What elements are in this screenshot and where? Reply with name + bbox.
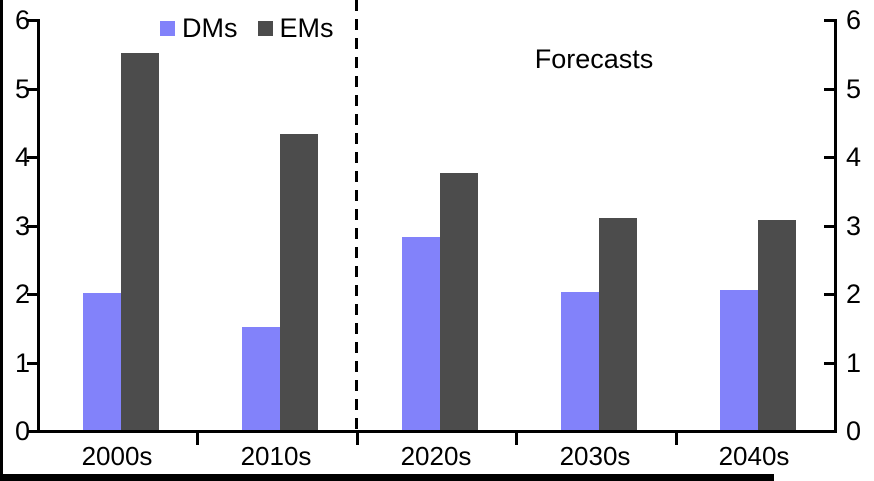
y-tick-label-left-0: 0 bbox=[14, 416, 30, 446]
y-tick-label-left-4: 4 bbox=[14, 142, 30, 172]
x-category-label-2000s: 2000s bbox=[81, 441, 153, 471]
y-tick-left-1 bbox=[27, 362, 37, 365]
frame-border-left bbox=[0, 0, 3, 481]
x-tick-4 bbox=[675, 430, 678, 445]
bar-ems-2000s bbox=[121, 53, 159, 430]
legend-item-ems: EMs bbox=[257, 13, 334, 44]
y-tick-label-right-4: 4 bbox=[846, 142, 862, 172]
y-tick-label-left-3: 3 bbox=[14, 211, 30, 241]
y-tick-right-2 bbox=[824, 293, 834, 296]
y-tick-right-6 bbox=[824, 19, 834, 22]
bar-ems-2030s bbox=[599, 218, 637, 430]
bar-ems-2040s bbox=[758, 220, 796, 430]
y-tick-left-6 bbox=[27, 19, 37, 22]
y-tick-left-5 bbox=[27, 88, 37, 91]
y-axis-left bbox=[37, 19, 40, 433]
y-tick-label-left-6: 6 bbox=[14, 5, 30, 35]
y-tick-right-1 bbox=[824, 362, 834, 365]
y-tick-label-right-2: 2 bbox=[846, 279, 862, 309]
x-axis bbox=[37, 430, 837, 433]
y-tick-label-right-5: 5 bbox=[846, 74, 862, 104]
y-tick-label-right-3: 3 bbox=[846, 211, 862, 241]
bar-dms-2000s bbox=[83, 293, 121, 430]
legend-label-dms: DMs bbox=[182, 13, 238, 43]
legend-label-ems: EMs bbox=[279, 13, 334, 43]
x-category-label-2010s: 2010s bbox=[240, 441, 312, 471]
x-tick-1 bbox=[196, 430, 199, 445]
bar-ems-2010s bbox=[280, 134, 318, 430]
y-tick-right-0 bbox=[824, 430, 834, 433]
bar-dms-2020s bbox=[402, 237, 440, 430]
bar-dms-2010s bbox=[242, 327, 280, 430]
y-tick-label-right-1: 1 bbox=[846, 348, 862, 378]
forecast-divider-line bbox=[355, 0, 358, 430]
frame-border-bottom bbox=[0, 474, 774, 481]
y-axis-right bbox=[834, 19, 837, 433]
x-category-label-2040s: 2040s bbox=[718, 441, 790, 471]
y-tick-label-right-6: 6 bbox=[846, 5, 862, 35]
y-tick-label-left-1: 1 bbox=[14, 348, 30, 378]
legend-item-dms: DMs bbox=[160, 13, 238, 44]
x-category-label-2030s: 2030s bbox=[559, 441, 631, 471]
y-tick-right-5 bbox=[824, 88, 834, 91]
y-tick-left-4 bbox=[27, 156, 37, 159]
x-tick-3 bbox=[515, 430, 518, 445]
x-tick-2 bbox=[356, 430, 359, 445]
y-tick-label-right-0: 0 bbox=[846, 416, 862, 446]
y-tick-left-3 bbox=[27, 225, 37, 228]
y-tick-label-left-2: 2 bbox=[14, 279, 30, 309]
y-tick-label-left-5: 5 bbox=[14, 74, 30, 104]
bar-ems-2020s bbox=[440, 173, 478, 430]
legend-swatch-dms-icon bbox=[160, 21, 175, 36]
x-category-label-2020s: 2020s bbox=[400, 441, 472, 471]
y-tick-left-0 bbox=[27, 430, 37, 433]
y-tick-left-2 bbox=[27, 293, 37, 296]
forecasts-annotation: Forecasts bbox=[534, 44, 654, 74]
y-tick-right-3 bbox=[824, 225, 834, 228]
bar-dms-2040s bbox=[720, 290, 758, 430]
legend: DMs EMs bbox=[160, 13, 334, 44]
legend-swatch-ems-icon bbox=[257, 21, 273, 36]
bar-dms-2030s bbox=[561, 292, 599, 430]
y-tick-right-4 bbox=[824, 156, 834, 159]
